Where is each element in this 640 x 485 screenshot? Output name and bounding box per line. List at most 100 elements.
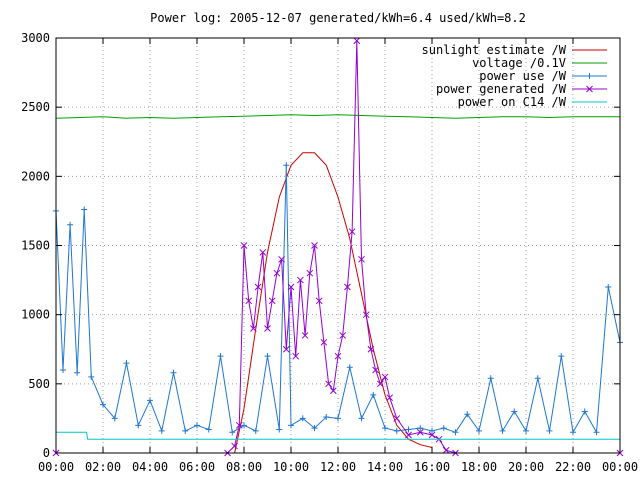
data-point [292, 352, 300, 360]
data-point [259, 249, 267, 256]
data-point [570, 429, 576, 436]
series-3 [52, 37, 624, 457]
data-point [358, 415, 365, 422]
legend-label: voltage /0.1V [472, 56, 566, 70]
chart-title: Power log: 2005-12-07 generated/kWh=6.4 … [150, 11, 526, 25]
data-point [268, 297, 276, 305]
data-point [74, 369, 81, 376]
data-point [417, 425, 424, 432]
data-point [320, 338, 328, 346]
data-point [276, 426, 283, 433]
data-point [287, 283, 295, 291]
data-point [581, 408, 588, 415]
data-point [372, 366, 379, 374]
data-point [170, 369, 177, 376]
y-tick-label: 0 [43, 446, 50, 460]
data-point [344, 283, 351, 291]
data-point [381, 373, 389, 381]
legend-label: power generated /W [436, 82, 567, 96]
x-tick-label: 04:00 [132, 460, 168, 474]
data-point [100, 401, 106, 408]
data-point [264, 325, 271, 332]
x-tick-label: 06:00 [179, 460, 215, 474]
data-point [311, 242, 318, 249]
x-tick-label: 12:00 [320, 460, 356, 474]
data-point [546, 427, 553, 434]
data-point [182, 427, 189, 434]
series-1 [55, 114, 620, 119]
data-point [405, 426, 412, 433]
data-point [217, 353, 224, 360]
axis-ticks: 00:00 02:00 04:00 06:00 08:00 10:00 12:00 14:00… [21, 31, 638, 474]
series-line [55, 114, 620, 119]
series-line [56, 40, 620, 454]
series-2 [53, 162, 623, 436]
x-tick-label: 00:00 [38, 460, 74, 474]
data-point [135, 422, 142, 429]
data-point [348, 228, 356, 236]
y-tick-label: 2000 [21, 169, 50, 183]
data-point [452, 429, 459, 436]
x-tick-label: 18:00 [461, 460, 497, 474]
y-tick-label: 3000 [21, 31, 50, 45]
y-tick-label: 1500 [21, 239, 50, 253]
data-point [429, 427, 435, 434]
data-point [534, 375, 541, 382]
series-line [234, 152, 433, 454]
data-point [386, 394, 394, 402]
data-point [158, 427, 165, 434]
data-point [325, 380, 332, 388]
data-point [301, 332, 309, 339]
data-point [123, 360, 130, 367]
data-point [278, 255, 285, 263]
series-line [56, 431, 620, 440]
data-point [111, 415, 118, 422]
y-tick-label: 2500 [21, 100, 50, 114]
data-point [250, 325, 257, 332]
data-point [376, 380, 384, 388]
data-point [358, 255, 365, 263]
legend-label: power on C14 /W [458, 95, 567, 109]
data-point [334, 352, 342, 360]
data-point [254, 283, 262, 291]
data-point [241, 422, 247, 429]
data-point [440, 425, 447, 432]
data-point [511, 408, 518, 415]
data-point [487, 375, 494, 382]
data-point [306, 269, 314, 277]
data-point [593, 429, 600, 436]
data-point [205, 426, 212, 433]
data-point [442, 446, 450, 454]
data-point [240, 242, 248, 249]
data-point [329, 387, 337, 395]
data-point [335, 415, 341, 422]
y-tick-label: 1000 [21, 308, 50, 322]
data-point [464, 411, 471, 418]
data-point [367, 345, 375, 353]
data-point [299, 415, 306, 422]
x-tick-label: 08:00 [226, 460, 262, 474]
data-point [476, 427, 482, 434]
x-tick-label: 16:00 [414, 460, 450, 474]
data-point [252, 427, 259, 434]
data-point [382, 425, 388, 432]
series-0 [234, 152, 433, 454]
data-point [297, 276, 304, 284]
data-point [605, 284, 612, 290]
x-tick-label: 20:00 [508, 460, 544, 474]
data-point [231, 442, 238, 450]
data-point [147, 397, 153, 404]
legend-label: power use /W [479, 69, 566, 83]
x-tick-label: 02:00 [85, 460, 121, 474]
data-point [353, 37, 361, 45]
data-point [229, 429, 236, 436]
data-point [523, 427, 529, 434]
data-point [393, 427, 400, 434]
y-tick-label: 500 [28, 377, 50, 391]
data-point [264, 353, 271, 360]
x-tick-label: 10:00 [273, 460, 309, 474]
legend-marker [586, 85, 593, 93]
